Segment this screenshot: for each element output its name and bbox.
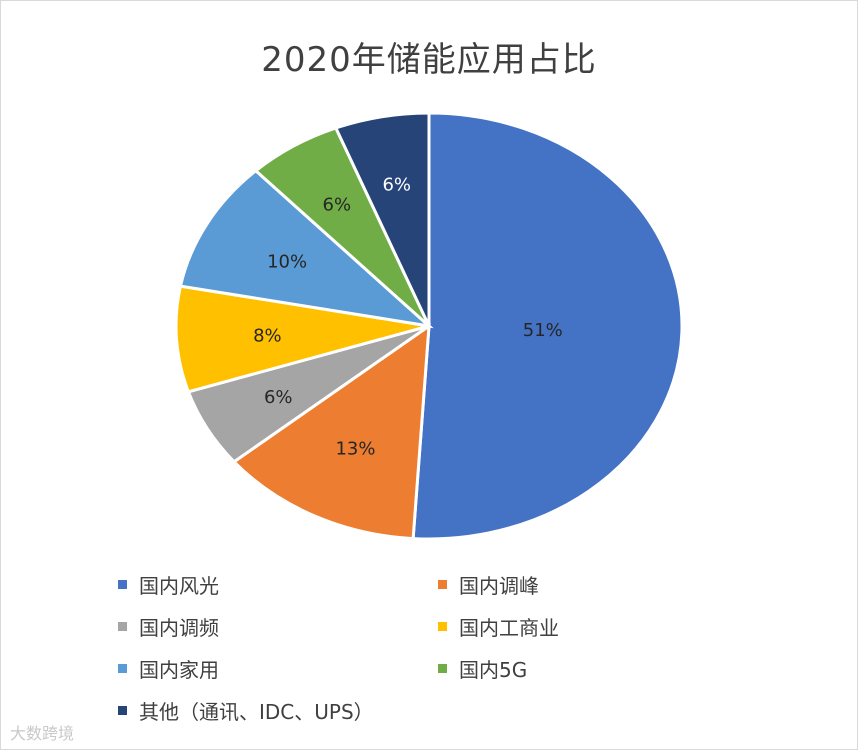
legend-label-4: 国内家用 <box>139 658 219 682</box>
legend-swatch-4 <box>118 664 127 673</box>
legend-item-3: 国内工商业 <box>438 612 559 641</box>
legend-label-1: 国内调峰 <box>459 574 539 598</box>
legend-label-5: 国内5G <box>459 658 528 682</box>
chart-title: 2020年储能应用占比 <box>261 40 597 80</box>
pie-slice-label-2: 6% <box>264 387 293 408</box>
pie-slice-label-4: 10% <box>267 251 307 272</box>
legend-swatch-0 <box>118 580 127 589</box>
legend-item-1: 国内调峰 <box>438 570 539 599</box>
legend-label-2: 国内调频 <box>139 616 219 640</box>
legend-item-0: 国内风光 <box>118 570 219 599</box>
pie-slice-label-0: 51% <box>523 320 563 341</box>
pie-slice-label-3: 8% <box>253 326 282 347</box>
legend-swatch-1 <box>438 580 447 589</box>
pie-slice-6 <box>333 111 431 327</box>
legend-label-3: 国内工商业 <box>459 616 559 640</box>
pie-chart: 51% 13% 6% 8% 10% 6% 6% <box>174 111 684 541</box>
pie-slice-label-5: 6% <box>323 195 352 216</box>
legend-item-4: 国内家用 <box>118 654 219 683</box>
legend-label-0: 国内风光 <box>139 574 219 598</box>
pie-slice-4 <box>178 168 434 329</box>
legend-item-2: 国内调频 <box>118 612 219 641</box>
legend-swatch-3 <box>438 622 447 631</box>
legend-item-5: 国内5G <box>438 654 527 683</box>
pie-slice-1 <box>231 322 431 541</box>
pie-slice-label-6: 6% <box>382 175 411 196</box>
pie-slice-3 <box>174 284 430 394</box>
pie-slice-0 <box>411 111 684 541</box>
legend-item-6: 其他（通讯、IDC、UPS） <box>118 696 374 725</box>
legend-swatch-2 <box>118 622 127 631</box>
pie-slice-label-1: 13% <box>335 438 375 459</box>
legend-swatch-6 <box>118 706 127 715</box>
legend-label-6: 其他（通讯、IDC、UPS） <box>139 700 374 724</box>
legend-swatch-5 <box>438 664 447 673</box>
watermark: 大数跨境 <box>10 724 75 743</box>
